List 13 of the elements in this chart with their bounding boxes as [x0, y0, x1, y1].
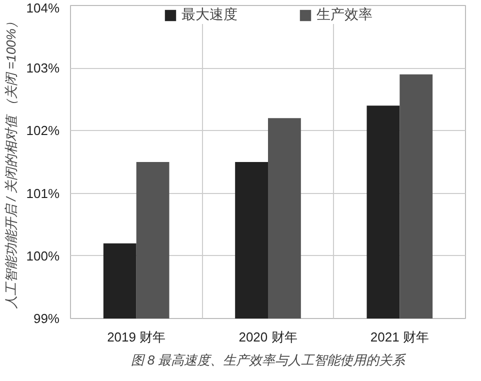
- y-tick-label: 100%: [26, 248, 60, 264]
- y-tick-label: 99%: [33, 311, 60, 326]
- legend-label: 生产效率: [316, 6, 372, 24]
- legend-label: 最大速度: [182, 6, 238, 24]
- y-tick-label: 103%: [26, 60, 60, 76]
- x-tick-label: 2019 财年: [107, 330, 166, 344]
- x-tick-label: 2020 财年: [238, 330, 298, 344]
- y-axis-title: 人工智能功能开启 / 关闭的相对值 （关闭 =100%）: [3, 16, 18, 310]
- y-tick-label: 101%: [26, 186, 60, 201]
- y-tick-label: 104%: [26, 0, 60, 16]
- x-tick-label: 2021 财年: [370, 330, 429, 344]
- y-tick-label: 102%: [26, 123, 60, 138]
- text: 图 8 最高速度、生产效率与人工智能使用的关系: [130, 352, 406, 368]
